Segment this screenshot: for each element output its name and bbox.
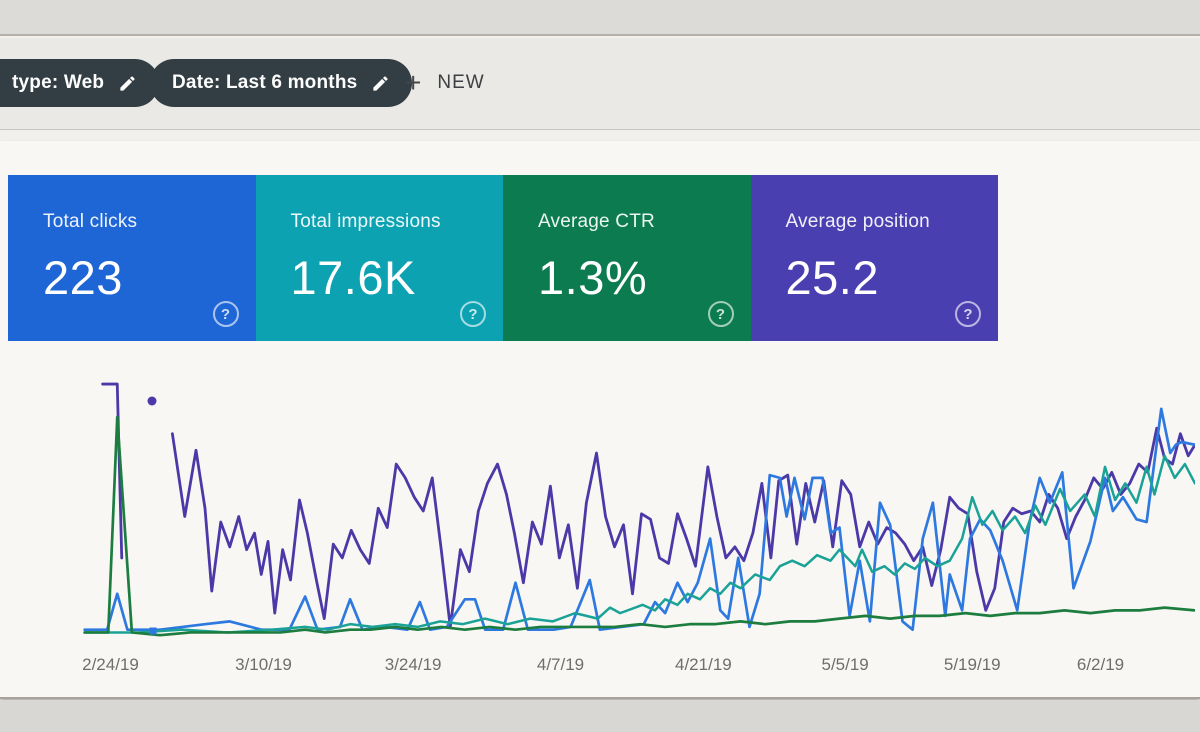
metric-value: 223 [43, 251, 123, 304]
content-area: La Total clicks 223 ? Total impressions … [0, 131, 1200, 732]
filter-bar: type: Web Date: Last 6 months + NEW [0, 38, 1200, 130]
help-icon[interactable]: ? [460, 301, 486, 327]
edit-pencil-icon[interactable] [371, 74, 390, 93]
metric-card-total-impressions[interactable]: Total impressions 17.6K ? [255, 175, 503, 341]
performance-chart-plot [70, 373, 1195, 649]
filter-chip-search-type[interactable]: type: Web [0, 59, 160, 107]
x-tick-label: 2/24/19 [82, 655, 139, 674]
metric-value: 17.6K [290, 251, 416, 304]
series-total-impressions [85, 456, 1195, 633]
metric-cards-row: Total clicks 223 ? Total impressions 17.… [8, 175, 998, 341]
series-average-position-start [103, 384, 122, 558]
help-icon[interactable]: ? [212, 301, 239, 327]
x-tick-label: 5/5/19 [821, 655, 869, 674]
x-tick-label: 4/7/19 [536, 655, 585, 674]
x-axis-tick-labels: 2/24/19 3/10/19 3/24/19 4/7/19 4/21/19 5/5/19… [70, 653, 1195, 681]
plus-icon: + [405, 67, 422, 98]
x-tick-label: 4/21/19 [675, 655, 732, 674]
top-header-strip [0, 0, 1200, 36]
edit-pencil-icon[interactable] [118, 74, 137, 93]
metric-card-average-position[interactable]: Average position 25.2 ? [750, 175, 998, 341]
page-background-below-panel [0, 700, 1200, 732]
metric-value: 1.3% [538, 251, 648, 304]
metric-label: Total impressions [290, 211, 441, 232]
series-average-ctr [85, 417, 1195, 635]
metric-card-total-clicks[interactable]: Total clicks 223 ? [8, 175, 256, 341]
x-tick-label: 6/2/19 [1076, 655, 1125, 674]
series-average-position [172, 428, 1195, 627]
metric-card-average-ctr[interactable]: Average CTR 1.3% ? [503, 175, 751, 341]
performance-chart-svg [70, 373, 1195, 649]
metric-label: Total clicks [43, 211, 138, 232]
new-filter-button-label: NEW [437, 72, 485, 93]
x-tick-label: 5/19/19 [943, 655, 1001, 674]
help-icon[interactable]: ? [955, 301, 981, 327]
x-tick-label: 3/24/19 [384, 655, 442, 674]
detached-position-point [147, 396, 157, 406]
detached-clicks-point [149, 627, 157, 635]
metric-label: Average position [785, 211, 930, 232]
metric-label: Average CTR [538, 211, 655, 232]
filter-chip-date-range[interactable]: Date: Last 6 months [150, 59, 413, 107]
filter-chip-date-range-label: Date: Last 6 months [172, 72, 358, 93]
help-icon[interactable]: ? [707, 301, 734, 327]
metric-value: 25.2 [785, 251, 879, 304]
new-filter-button[interactable]: + NEW [405, 62, 485, 104]
performance-panel: Total clicks 223 ? Total impressions 17.… [0, 141, 1200, 699]
x-tick-label: 3/10/19 [235, 655, 292, 674]
performance-chart: 2/24/19 3/10/19 3/24/19 4/7/19 4/21/19 5/5/19… [0, 369, 1200, 685]
filter-chip-search-type-label: type: Web [12, 72, 105, 93]
